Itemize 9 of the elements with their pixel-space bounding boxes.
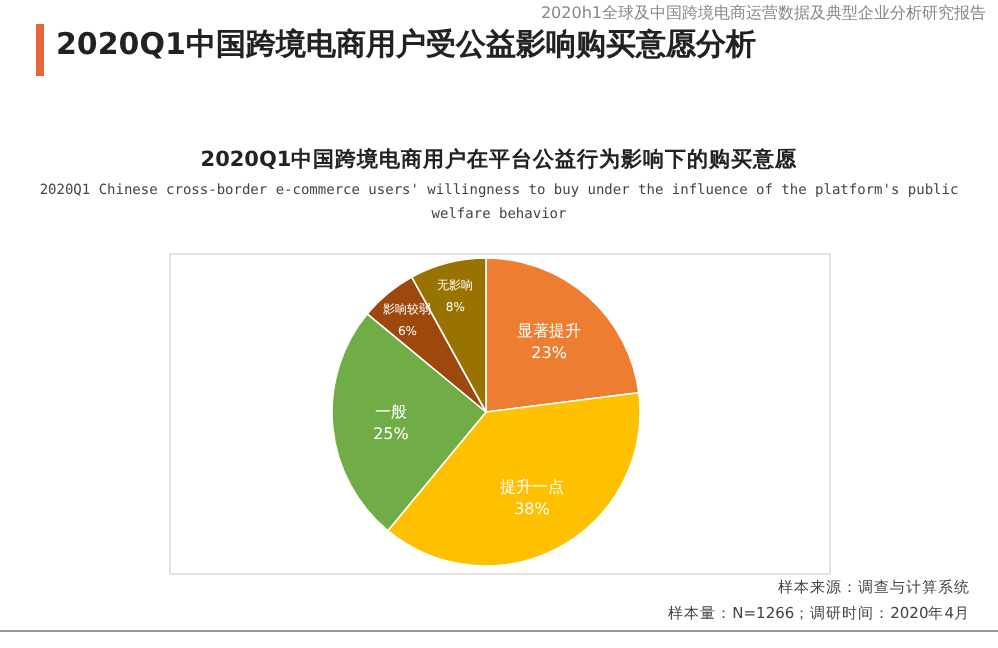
text: 2020h1全球及中国跨境电商运营数据及典型企业分析研究报告 (540, 2, 986, 24)
data-label: 23% (531, 344, 568, 363)
data-label: 38% (514, 499, 551, 518)
chart-title: 2020Q1中国跨境电商用户受公益影响购买意愿分析 (56, 26, 756, 64)
slice-label: 一般 (374, 402, 407, 421)
slice-label: 显著提升 (517, 322, 582, 341)
chart-subtitle: 2020Q1中国跨境电商用户在平台公益行为影响下的购买意愿 (198, 146, 800, 174)
data-label: 25% (373, 424, 410, 443)
slice-label: 提升一点 (500, 477, 564, 496)
